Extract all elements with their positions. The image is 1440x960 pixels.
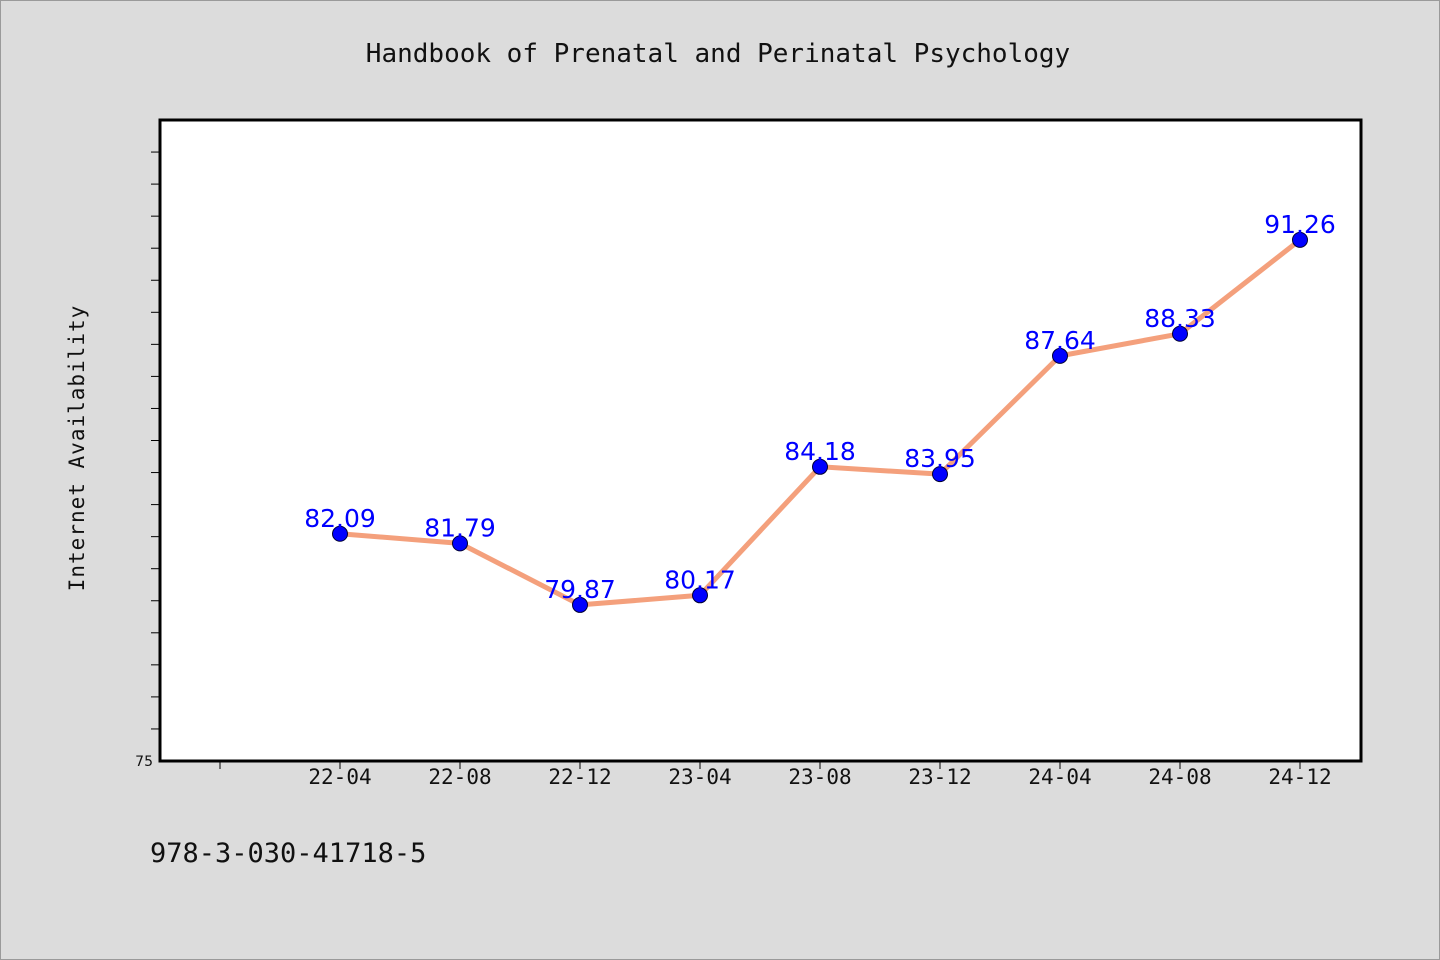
y-axis-label: Internet Availability	[65, 305, 89, 592]
y-axis-ticks	[151, 151, 160, 730]
data-label: 84.18	[784, 437, 856, 466]
data-label: 82.09	[304, 504, 376, 533]
y-tick-label: 75	[135, 754, 153, 770]
data-point	[572, 596, 588, 613]
x-tick-label: 22-12	[548, 765, 611, 789]
x-axis-tick-labels: 22-04 22-08 22-12 23-04 23-08 23-12 24-04 24-08…	[308, 765, 1331, 789]
isbn-footer: 978-3-030-41718-5	[150, 838, 426, 869]
data-point	[1292, 231, 1308, 248]
plot-area	[158, 118, 1363, 763]
data-point	[1052, 347, 1068, 364]
x-tick-label: 22-04	[308, 765, 371, 789]
data-point	[932, 466, 948, 483]
data-label: 91.26	[1264, 210, 1336, 239]
x-tick-label: 24-04	[1028, 765, 1091, 789]
data-label: 87.64	[1024, 326, 1096, 355]
x-tick-label: 24-12	[1268, 765, 1331, 789]
data-point	[812, 458, 828, 475]
data-label: 81.79	[424, 513, 496, 542]
data-labels: 82.09 81.79 79.87 80.17 84.18 83.95 87.64 88.33…	[304, 210, 1336, 604]
data-point	[452, 535, 468, 552]
x-tick-label: 23-12	[908, 765, 971, 789]
x-tick-label: 24-08	[1148, 765, 1211, 789]
data-label: 83.95	[904, 444, 976, 473]
chart-title: Handbook of Prenatal and Perinatal Psych…	[366, 39, 1070, 69]
data-point	[1172, 325, 1188, 342]
data-label: 88.33	[1144, 304, 1216, 333]
x-tick-label: 23-04	[668, 765, 731, 789]
x-tick-label: 22-08	[428, 765, 491, 789]
data-label: 80.17	[664, 565, 736, 594]
x-tick-label: 23-08	[788, 765, 851, 789]
data-label: 79.87	[544, 575, 616, 604]
data-point	[332, 525, 348, 542]
x-axis-ticks	[219, 761, 1301, 769]
data-markers	[332, 231, 1308, 613]
data-point	[692, 587, 708, 604]
